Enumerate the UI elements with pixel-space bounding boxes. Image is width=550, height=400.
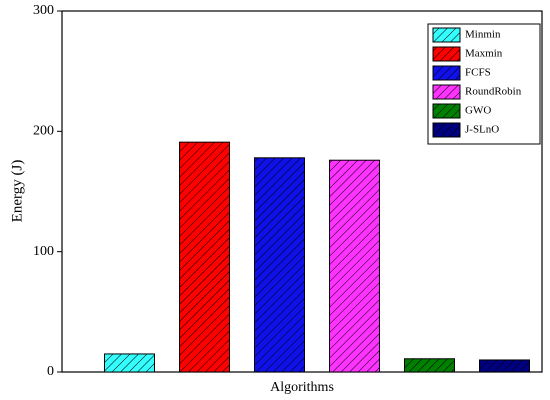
legend-swatch (432, 46, 461, 62)
bar (254, 157, 305, 373)
legend-label: FCFS (465, 67, 491, 79)
y-tick-label: 200 (33, 124, 54, 139)
legend-label: GWO (465, 105, 491, 117)
bar (329, 159, 380, 373)
legend-label: J-SLnO (465, 124, 499, 136)
bar (404, 358, 455, 373)
bar (179, 141, 230, 373)
legend-label: Maxmin (465, 48, 503, 60)
legend-swatch (432, 65, 461, 81)
y-tick-label: 0 (47, 364, 54, 379)
bar (479, 359, 530, 373)
x-axis-label: Algorithms (270, 380, 334, 395)
legend-label: Minmin (465, 29, 501, 41)
y-tick-label: 300 (33, 3, 54, 18)
bar (104, 353, 155, 373)
legend-label: RoundRobin (465, 86, 522, 98)
legend-swatch (432, 27, 461, 43)
y-axis-label: Energy (J) (9, 160, 25, 223)
legend-swatch (432, 103, 461, 119)
y-tick-label: 100 (33, 244, 54, 259)
legend-swatch (432, 122, 461, 138)
legend-swatch (432, 84, 461, 100)
